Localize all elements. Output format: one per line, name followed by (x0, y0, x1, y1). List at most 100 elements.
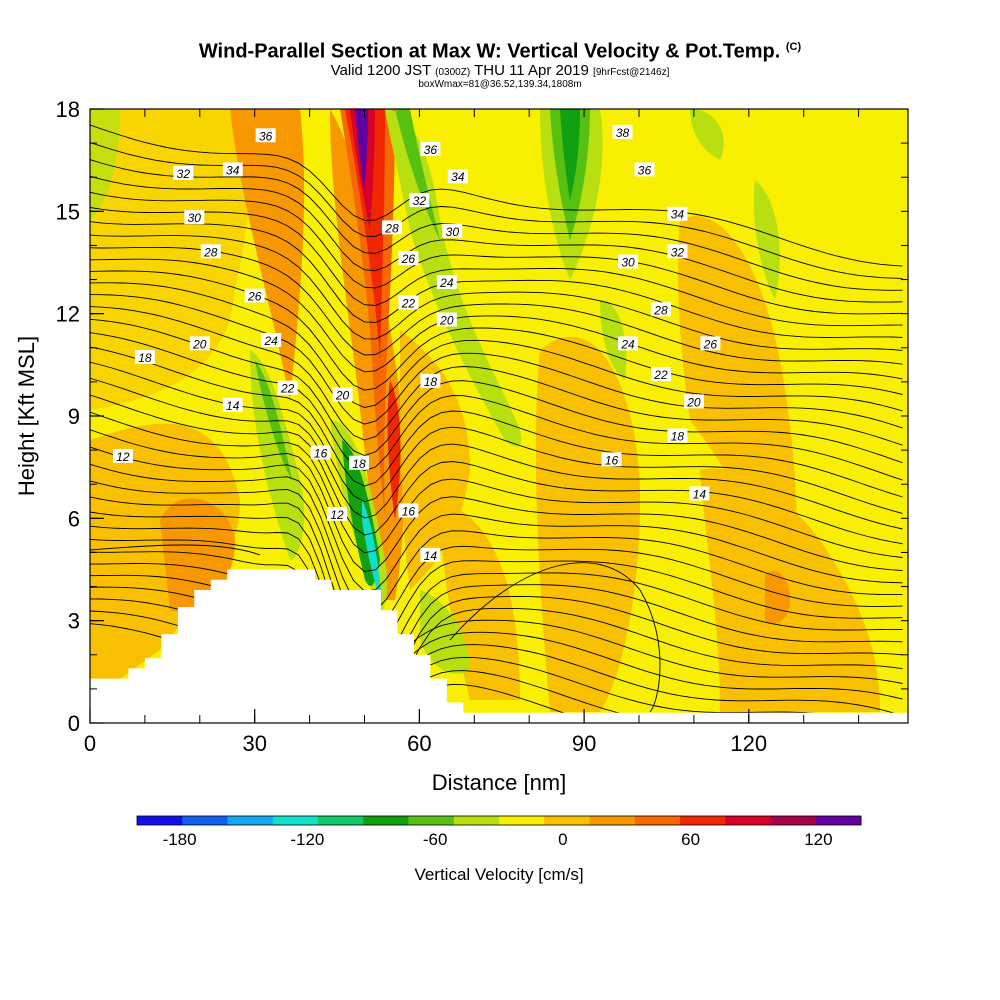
theta-contour (90, 480, 903, 633)
y-tick-label: 6 (68, 506, 80, 531)
updraft-core (345, 109, 385, 360)
contour-label-box (618, 254, 639, 269)
theta-contour (90, 525, 903, 697)
colorbar-tick-label: -120 (290, 830, 324, 849)
theta-contour (90, 429, 903, 572)
contour-label-box (222, 162, 243, 177)
contour-label: 28 (653, 303, 668, 317)
valid-date: THU 11 Apr 2019 (474, 61, 589, 79)
contour-label-box (667, 244, 688, 259)
contour-label-box (436, 274, 457, 289)
theta-contour (90, 446, 903, 592)
y-tick-label: 12 (56, 302, 80, 327)
contour-label-box (618, 336, 639, 351)
downdraft-region (255, 360, 292, 480)
contour-label: 18 (352, 457, 366, 471)
downdraft-region (395, 109, 440, 240)
colorbar-swatch (272, 816, 319, 825)
colorbar-frame (136, 815, 862, 826)
updraft-core (387, 380, 401, 520)
contour-label-box (420, 141, 441, 156)
contour-label: 26 (703, 337, 718, 351)
colorbar-swatch (815, 816, 862, 825)
contour-label: 24 (439, 276, 454, 290)
colorbar-swatch (227, 816, 274, 825)
theta-contour (90, 411, 903, 558)
colorbar-swatch (408, 816, 455, 825)
contour-label: 32 (413, 194, 427, 208)
theta-contour (90, 544, 261, 556)
x-tick-label: 0 (84, 731, 96, 756)
y-tick-label: 15 (56, 199, 80, 224)
theta-contour (90, 318, 903, 464)
contour-label: 32 (177, 167, 191, 181)
contour-label-box (650, 367, 671, 382)
contour-label: 20 (439, 313, 454, 327)
contour-label-box (327, 506, 348, 521)
contour-label-box (442, 223, 463, 238)
x-axis-label: Distance [nm] (432, 770, 567, 795)
theta-contour (90, 377, 903, 530)
theta-contour (90, 551, 903, 723)
theta-contour (90, 258, 903, 380)
colorbar-swatch (680, 816, 726, 825)
contour-label: 30 (188, 211, 202, 225)
theta-contour (90, 463, 903, 612)
colorbar-ticks: -180 -120 -60 0 60 120 (163, 830, 833, 849)
theta-contour (90, 306, 903, 446)
colorbar-tick-label: 120 (804, 830, 832, 849)
contour-label: 16 (605, 453, 619, 467)
contour-label: 26 (247, 290, 262, 304)
contour-label-box (398, 295, 419, 310)
contour-label-box (112, 448, 133, 463)
contour-label: 22 (280, 382, 295, 396)
contour-label: 24 (620, 337, 635, 351)
theta-contour (90, 246, 903, 365)
chart-title-mark: (C) (785, 41, 802, 53)
contour-label-box (436, 312, 457, 327)
contour-label: 16 (402, 505, 416, 519)
contour-label: 16 (314, 447, 328, 461)
forecast-info: [9hrFcst@2146z] (593, 66, 670, 78)
contour-label: 30 (446, 225, 460, 239)
theta-contour (90, 394, 903, 545)
theta-contour (90, 294, 903, 429)
downdraft-region (362, 500, 382, 600)
colorbar-swatch (137, 816, 183, 825)
contour-label: 34 (671, 208, 685, 222)
contour-label-box (277, 380, 298, 395)
colorbar-swatch (589, 816, 636, 825)
contour-label-box (601, 452, 622, 467)
theta-contour (90, 563, 903, 684)
contour-label: 30 (621, 256, 635, 270)
colorbar-tick-label: 60 (681, 830, 700, 849)
chart-title-block: Wind-Parallel Section at Max W: Vertical… (0, 36, 1000, 90)
theta-contour (90, 175, 903, 303)
contour-label-box (398, 251, 419, 266)
contour-label-box (650, 302, 671, 317)
contour-label-box (255, 128, 276, 143)
contour-labels: 36 32 34 30 28 26 24 20 18 22 20 14 12 16 18 12 16 14 36 34… (112, 124, 721, 563)
contour-label: 18 (138, 351, 152, 365)
contour-label: 28 (203, 245, 218, 259)
theta-contour (449, 562, 661, 713)
chart-subtitle: Valid 1200 JST (0300Z) THU 11 Apr 2019 [… (0, 63, 1000, 80)
colorbar-swatch (634, 816, 681, 825)
colorbar-tick-label: -180 (163, 830, 197, 849)
theta-contour (90, 270, 903, 395)
contour-label-box (634, 162, 655, 177)
downdraft-region (600, 300, 627, 380)
contour-label-box (222, 397, 243, 412)
contour-label: 20 (686, 395, 701, 409)
contour-label-box (700, 336, 721, 351)
updraft-region (700, 468, 880, 712)
theta-contour (90, 221, 903, 338)
colorbar-label: Vertical Velocity [cm/s] (414, 865, 583, 884)
contour-label-box (134, 350, 155, 365)
contour-label-box (173, 165, 194, 180)
contour-label: 12 (330, 508, 344, 522)
downdraft-region (560, 109, 580, 200)
contour-label-box (189, 336, 210, 351)
updraft-region (90, 109, 253, 410)
